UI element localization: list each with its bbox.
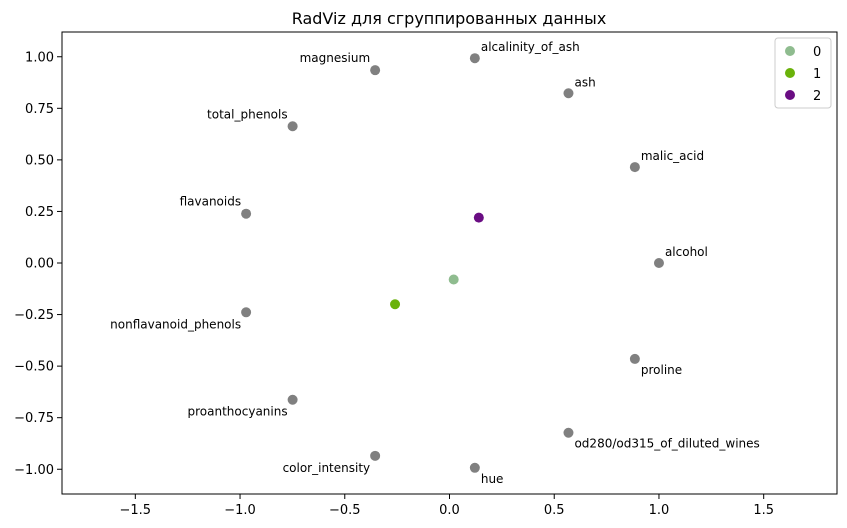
x-tick-label: 0.0 (439, 503, 460, 518)
y-tick-label: −1.00 (14, 463, 54, 478)
x-tick-label: 1.0 (649, 503, 670, 518)
y-tick-label: 0.50 (25, 153, 54, 168)
anchor-label: od280/od315_of_diluted_wines (574, 437, 759, 451)
x-tick-label: 1.5 (753, 503, 774, 518)
y-tick-label: 0.75 (25, 102, 54, 117)
anchor-point (629, 353, 640, 364)
anchor-point (563, 427, 574, 438)
x-axis: −1.5 −1.0 −0.5 0.0 0.5 1.0 1.5 (120, 494, 774, 518)
legend-marker (785, 90, 795, 100)
y-tick-label: 0.00 (25, 257, 54, 272)
anchor-label: ash (574, 75, 595, 89)
x-tick-label: −0.5 (329, 503, 361, 518)
y-tick-label: −0.75 (14, 411, 54, 426)
anchor-point (287, 394, 298, 405)
anchor-point (370, 450, 381, 461)
y-tick-label: 0.25 (25, 205, 54, 220)
y-axis: 1.00 0.75 0.50 0.25 0.00 −0.25 −0.50 −0.75 −1.00 (14, 50, 62, 478)
anchor-label: alcohol (665, 245, 708, 259)
anchor-point (469, 462, 480, 473)
legend-marker (785, 46, 795, 56)
data-point (448, 274, 459, 285)
chart-title: RadViz для сгруппированных данных (292, 9, 607, 28)
anchor-point (469, 53, 480, 64)
anchor-point (653, 258, 664, 268)
anchor-point (241, 307, 252, 318)
legend-label: 0 (813, 45, 821, 60)
anchor-label: flavanoids (180, 195, 242, 209)
anchor-point (629, 162, 640, 173)
plot-area (61, 31, 838, 495)
anchor-point (563, 88, 574, 99)
x-tick-label: −1.5 (120, 503, 152, 518)
anchor-label: hue (481, 472, 504, 486)
data-point (473, 212, 484, 223)
anchor-label: proanthocyanins (188, 405, 288, 419)
anchor-points: alcohol malic_acid ash alcalinity_of_ashmag… (110, 40, 760, 486)
anchor-label: total_phenols (207, 107, 288, 121)
legend-label: 2 (813, 89, 821, 104)
anchor-label: nonflavanoid_phenols (110, 317, 241, 331)
anchor-label: proline (641, 363, 682, 377)
anchor-label: magnesium (300, 51, 371, 65)
anchor-label: malic_acid (641, 149, 704, 163)
anchor-label: alcalinity_of_ash (481, 40, 580, 54)
legend-label: 1 (813, 67, 821, 82)
legend: 0 1 2 (774, 37, 832, 109)
anchor-point (241, 208, 252, 219)
anchor-label: color_intensity (283, 461, 371, 475)
data-points (390, 212, 484, 310)
y-tick-label: 1.00 (25, 50, 54, 65)
anchor-point (370, 65, 381, 76)
legend-box (774, 37, 832, 109)
legend-marker (785, 68, 795, 78)
x-tick-label: −1.0 (224, 503, 256, 518)
data-point (390, 299, 401, 310)
y-tick-label: −0.50 (14, 360, 54, 375)
x-tick-label: 0.5 (544, 503, 565, 518)
anchor-point (287, 121, 298, 132)
y-tick-label: −0.25 (14, 308, 54, 323)
